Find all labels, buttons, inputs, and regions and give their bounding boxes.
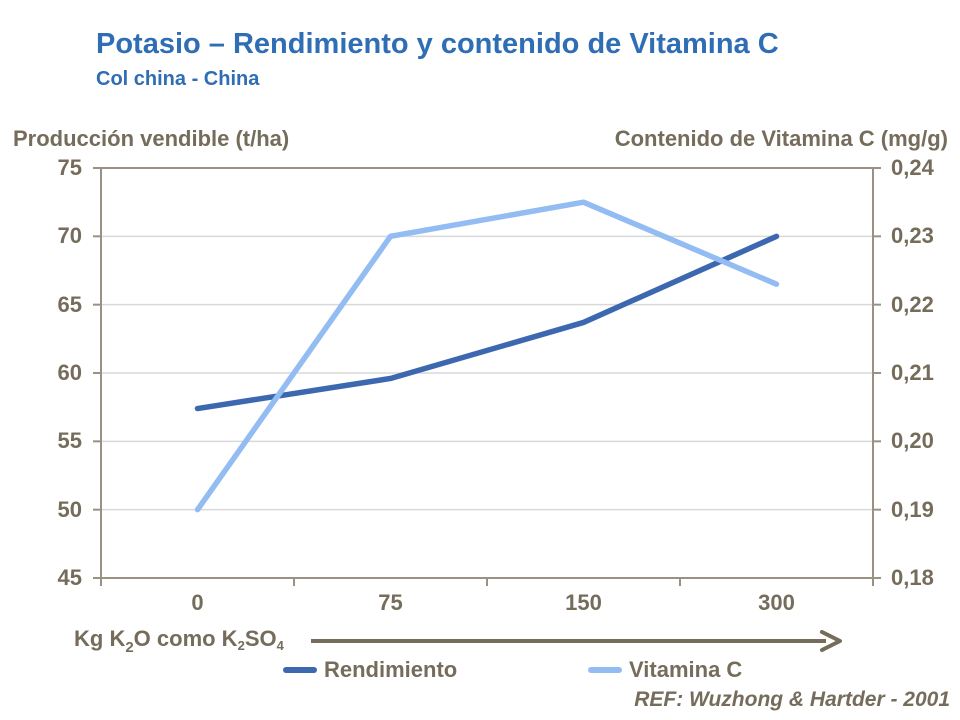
plot-border [100,167,874,579]
legend-item-vitamina-c: Vitamina C [588,657,742,683]
right-y-tick-label: 0,22 [891,291,934,317]
chart-subtitle: Col china - China [96,68,260,90]
legend-item-rendimiento: Rendimiento [283,657,457,683]
chart-title: Potasio – Rendimiento y contenido de Vit… [96,28,779,60]
right-axis-title: Contenido de Vitamina C (mg/g) [614,126,948,151]
x-tick-label: 150 [565,590,602,615]
right-y-tick-label: 0,20 [891,428,934,454]
right-y-tick-label: 0,18 [891,565,934,590]
x-tick-label: 0 [191,590,204,615]
rendimiento-line-swatch [283,667,317,673]
x-axis-title: Kg K2O como K2SO4 [74,626,284,656]
left-y-tick-label: 55 [57,428,82,454]
left-y-tick-label: 60 [57,360,82,385]
right-y-tick-label: 0,21 [891,360,934,385]
x-tick-label: 75 [378,590,403,615]
right-y-tick-label: 0,24 [891,155,934,180]
reference-citation: REF: Wuzhong & Hartder - 2001 [634,688,950,711]
left-y-tick-label: 70 [57,223,82,249]
left-y-tick-label: 45 [57,565,82,590]
rendimiento-line [194,233,780,412]
x-axis-arrow-icon [311,630,842,652]
left-y-tick-label: 65 [57,291,82,317]
vitamina-c-line-swatch [588,667,622,673]
left-axis-title: Producción vendible (t/ha) [13,126,290,151]
x-tick-label: 300 [758,590,795,615]
right-y-tick-label: 0,23 [891,223,934,249]
vitamina-c-line [194,199,780,513]
legend-label-rendimiento: Rendimiento [324,657,458,682]
left-y-tick-label: 75 [57,155,82,180]
right-y-tick-label: 0,19 [891,496,934,522]
left-y-tick-label: 50 [57,496,82,522]
legend-label-vitamina-c: Vitamina C [629,657,743,682]
